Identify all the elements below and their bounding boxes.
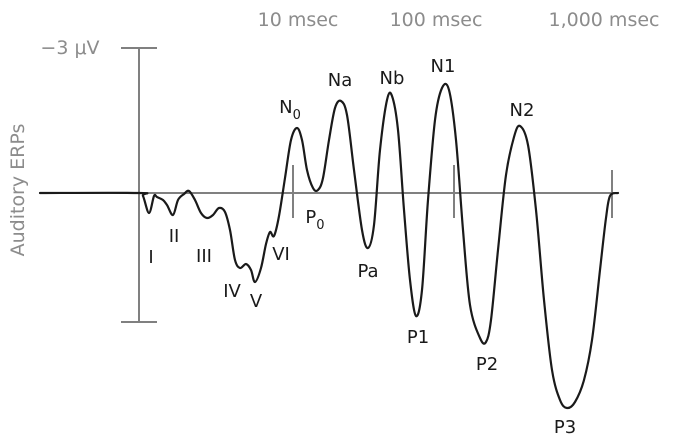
peak-label-P3: P3 [554,417,576,438]
peak-label-II: II [169,226,180,247]
peak-label-P0: P0 [305,207,324,233]
peak-label-Na: Na [328,70,353,91]
peak-label-Nb: Nb [380,68,405,89]
peak-label-N2: N2 [510,100,535,121]
peak-label-IV: IV [223,281,241,302]
peak-label-N0: N0 [279,97,301,123]
peak-label-N1: N1 [431,56,456,77]
peak-label-P0-sub: 0 [316,218,324,233]
peak-label-N0-sub: 0 [293,108,301,123]
peak-label-V: V [250,291,263,312]
time-label-10ms: 10 msec [258,9,339,31]
peak-label-III: III [196,246,212,267]
time-label-100ms: 100 msec [390,9,483,31]
peak-label-P0-base: P [305,207,316,228]
peak-label-P1: P1 [407,327,429,348]
amplitude-scale-label: −3 μV [40,37,99,59]
y-axis-label: Auditory ERPs [7,124,29,257]
peak-label-N0-base: N [279,97,292,118]
time-label-1000ms: 1,000 msec [549,9,660,31]
erp-waveform [38,82,620,410]
peak-label-P2: P2 [476,354,498,375]
peak-label-I: I [148,247,153,268]
peak-label-Pa: Pa [357,261,378,282]
peak-label-VI: VI [272,244,290,265]
